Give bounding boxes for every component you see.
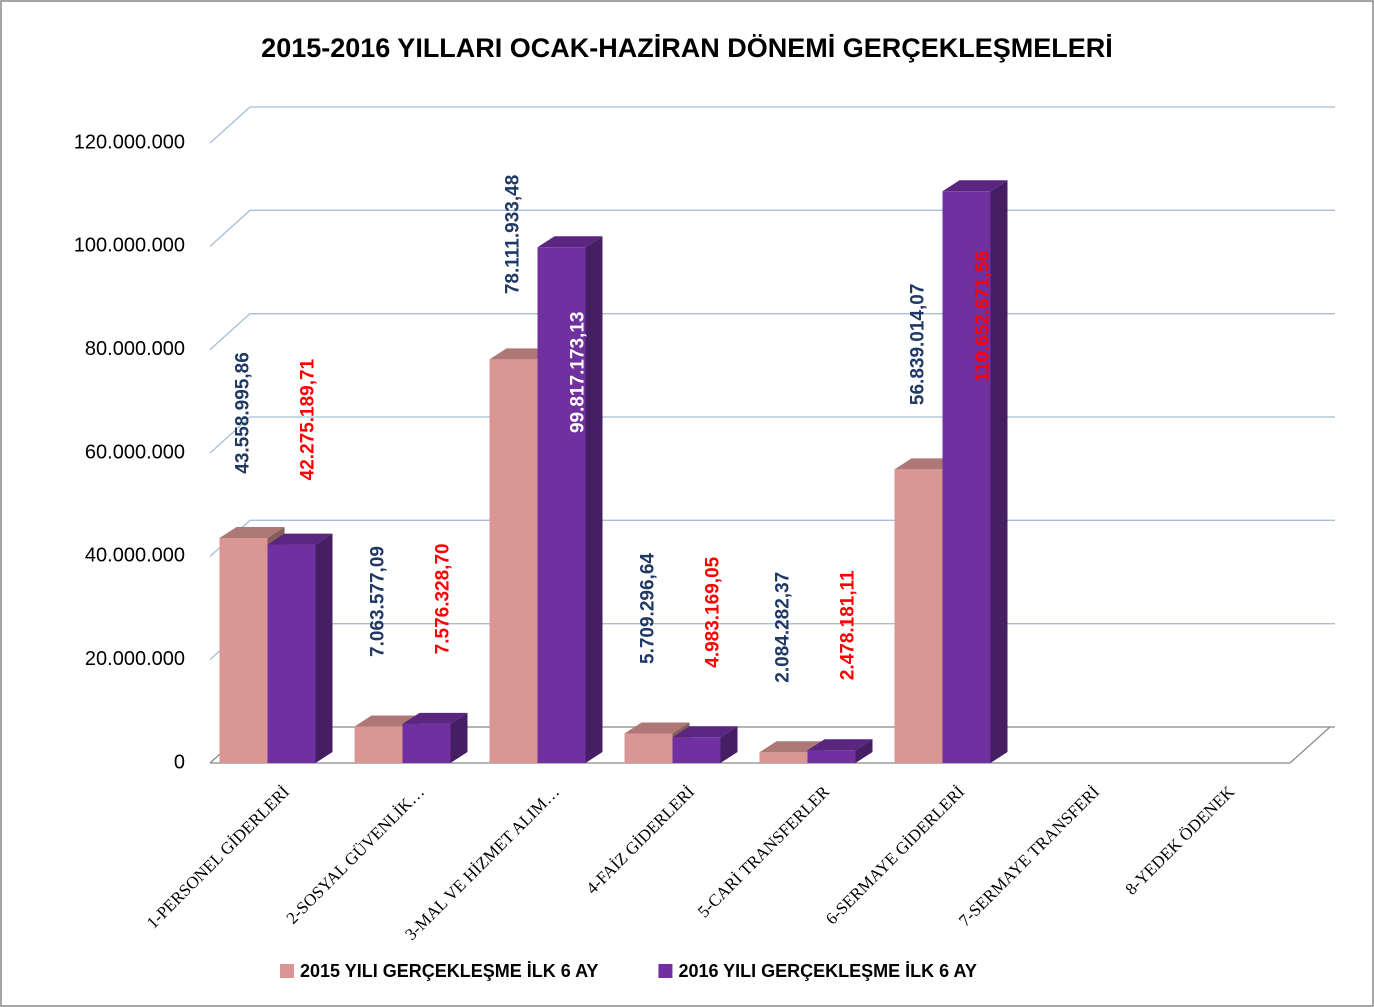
bar-top xyxy=(624,722,690,734)
bar-front xyxy=(354,726,403,763)
y-tick-label: 60.000.000 xyxy=(85,441,185,463)
data-label: 7.063.577,09 xyxy=(368,546,389,657)
data-label: 43.558.995,86 xyxy=(233,352,254,474)
bar-side xyxy=(855,739,873,763)
bar-front xyxy=(489,359,538,763)
data-label: 2.084.282,37 xyxy=(773,572,794,683)
bar-front xyxy=(894,469,943,763)
bar xyxy=(267,533,333,763)
bar-front xyxy=(537,247,586,763)
bar-front xyxy=(219,537,268,763)
y-tick-label: 100.000.000 xyxy=(74,235,185,257)
bar-top xyxy=(807,739,873,751)
data-label: 2.478.181,11 xyxy=(838,570,859,680)
y-tick-label: 0 xyxy=(174,751,185,773)
bar-front xyxy=(624,733,673,763)
y-tick-label: 40.000.000 xyxy=(85,545,185,567)
bar-front xyxy=(267,544,316,763)
bar-side xyxy=(720,726,738,763)
bar-front xyxy=(402,723,451,763)
y-tick-label: 120.000.000 xyxy=(74,131,185,153)
bar-side xyxy=(585,236,603,763)
bar xyxy=(672,726,738,763)
legend-label: 2016 YILI GERÇEKLEŞME İLK 6 AY xyxy=(678,961,976,981)
bar-side xyxy=(450,712,468,763)
data-label: 56.839.014,07 xyxy=(908,284,929,406)
data-label: 4.983.169,05 xyxy=(703,556,724,667)
legend-swatch xyxy=(658,964,673,978)
data-label: 7.576.328,70 xyxy=(433,543,454,654)
bar-top xyxy=(672,726,738,738)
bar-top xyxy=(267,533,333,545)
data-label: 5.709.296,64 xyxy=(638,553,659,664)
y-tick-label: 20.000.000 xyxy=(85,648,185,670)
bar-top xyxy=(537,236,603,248)
bar xyxy=(537,236,603,763)
bar-front xyxy=(759,752,808,763)
bar-front xyxy=(672,737,721,763)
data-label: 99.817.173,13 xyxy=(568,312,589,434)
bar-top xyxy=(402,712,468,724)
grid-line xyxy=(209,106,1335,144)
bar-top xyxy=(219,526,285,538)
bar-front xyxy=(942,191,991,763)
data-label: 110.652.671,56 xyxy=(973,251,994,382)
bar-top xyxy=(759,741,825,753)
legend-swatch xyxy=(280,964,294,978)
bar xyxy=(942,180,1008,763)
bar xyxy=(402,712,468,763)
bar-top xyxy=(942,180,1008,192)
bar-side xyxy=(990,180,1008,763)
bar-front xyxy=(807,750,856,763)
bar-side xyxy=(315,533,333,763)
y-tick-label: 80.000.000 xyxy=(85,338,185,360)
legend-label: 2015 YILI GERÇEKLEŞME İLK 6 AY xyxy=(300,961,598,981)
bar xyxy=(807,739,873,763)
data-label: 78.111.933,48 xyxy=(503,175,524,294)
chart-title: 2015-2016 YILLARI OCAK-HAZİRAN DÖNEMİ GE… xyxy=(261,33,1113,63)
data-label: 42.275.189,71 xyxy=(298,358,319,480)
